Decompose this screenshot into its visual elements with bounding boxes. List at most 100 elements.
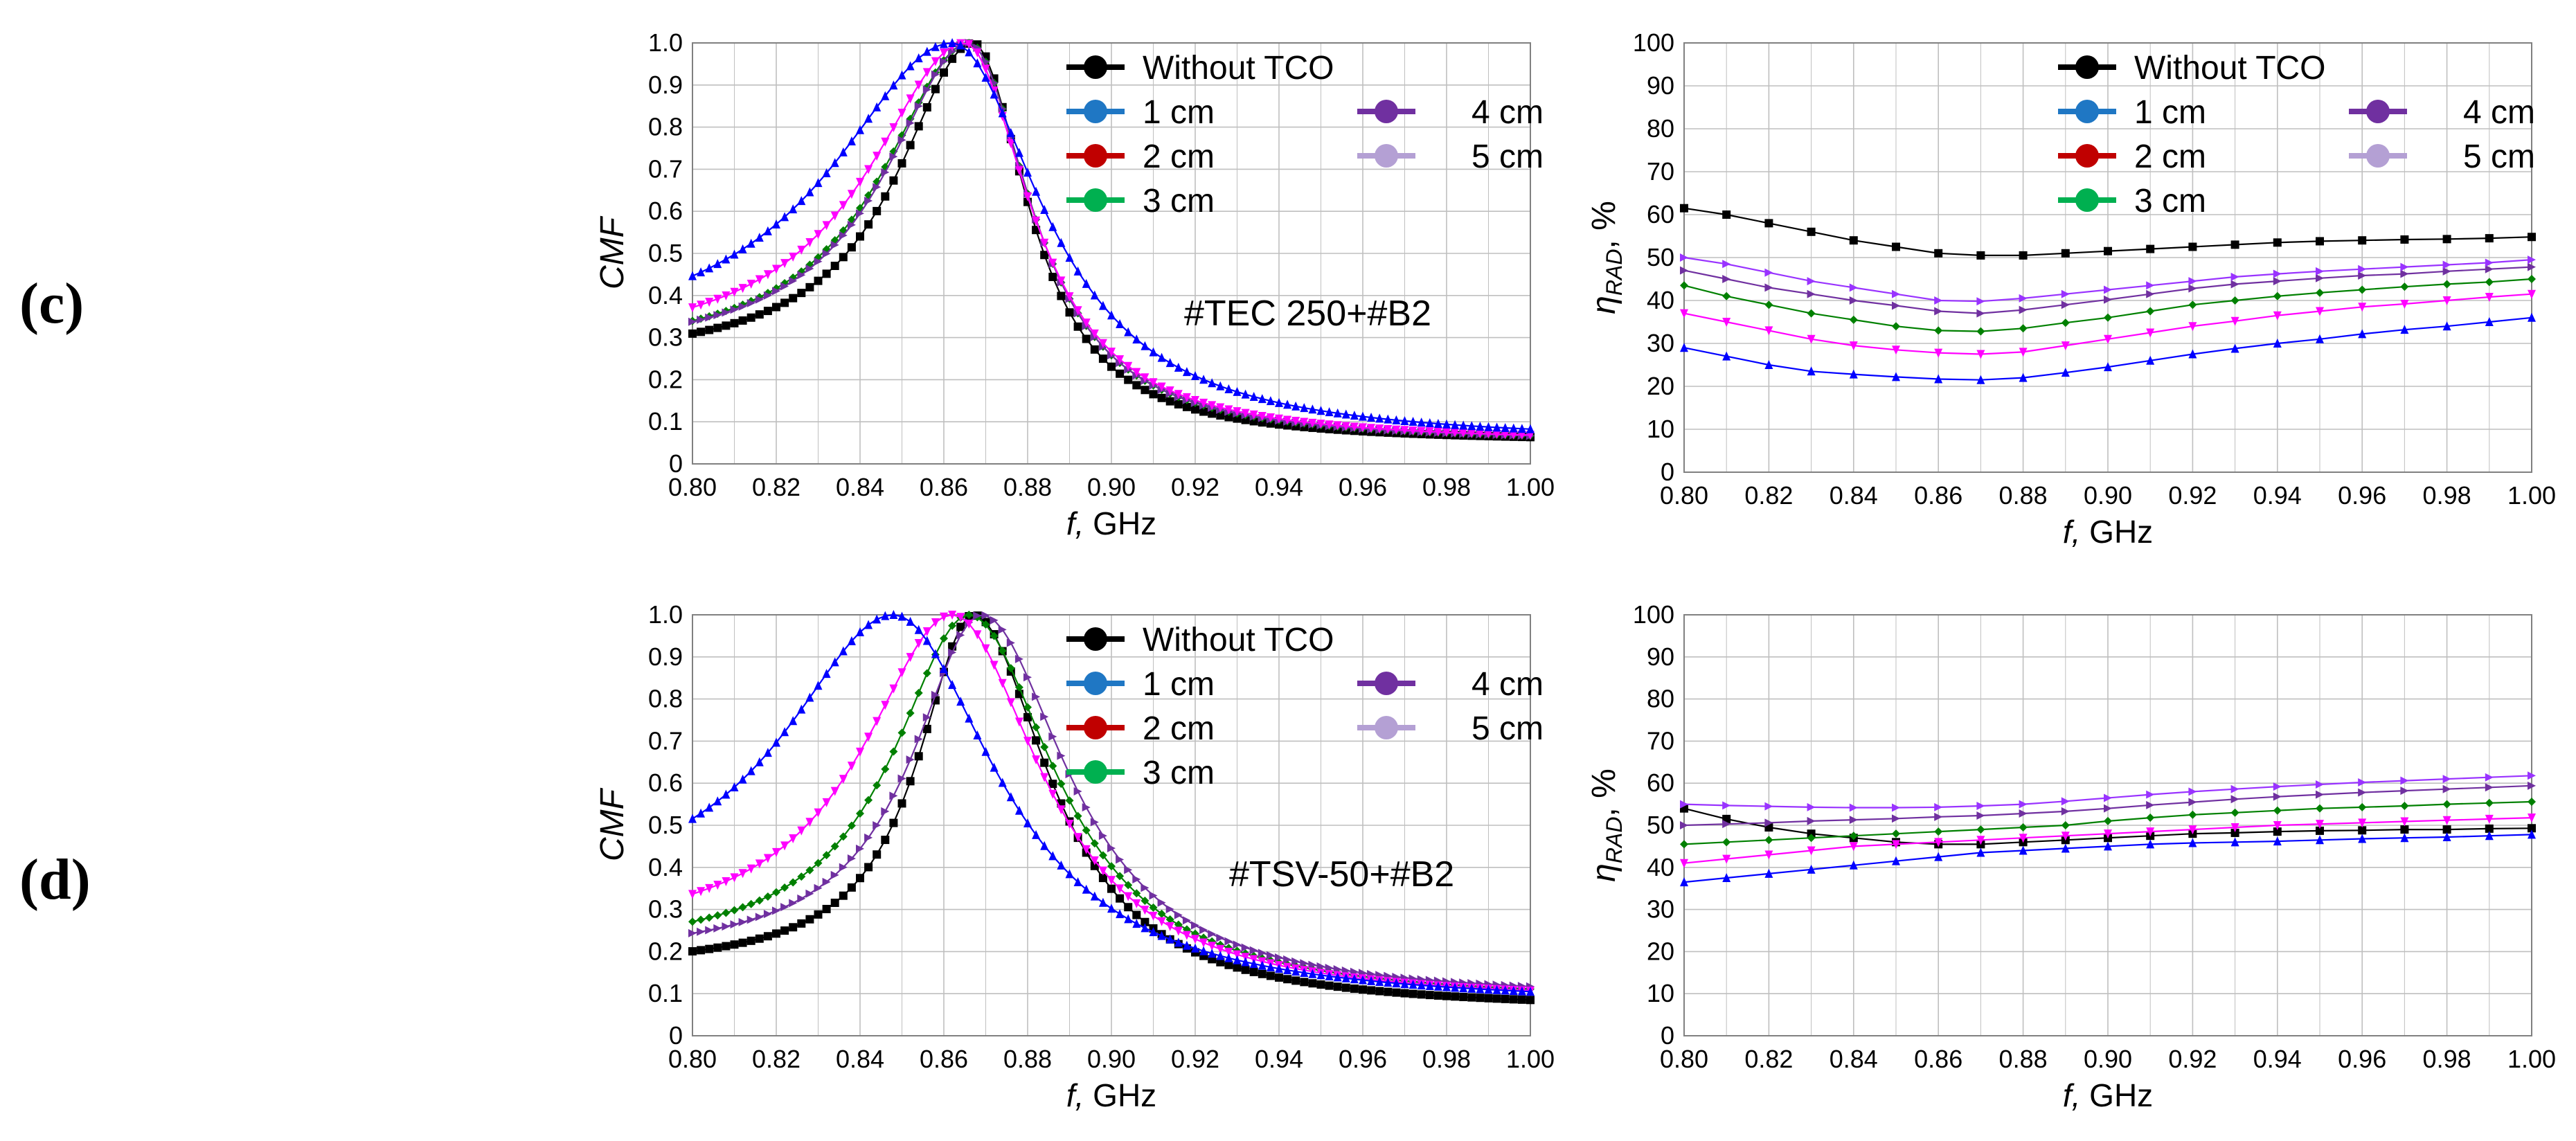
data-point — [697, 315, 706, 324]
data-point — [1722, 801, 1731, 810]
y-tick-label: 30 — [1647, 895, 1674, 924]
data-point — [1165, 922, 1174, 931]
data-point — [2019, 845, 2028, 855]
chart-annotation: #TEC 250+#B2 — [1184, 294, 1431, 334]
data-point — [1057, 237, 1066, 247]
data-point — [990, 661, 999, 670]
data-point — [2400, 776, 2409, 785]
data-point — [1849, 315, 1858, 324]
data-point — [746, 766, 755, 775]
data-point — [1408, 989, 1417, 998]
data-point — [998, 625, 1007, 634]
x-axis-label: f, GHz — [1066, 505, 1156, 541]
data-point — [789, 834, 798, 844]
data-point — [2528, 262, 2536, 271]
data-point — [1722, 260, 1731, 269]
data-point — [814, 808, 823, 818]
data-point — [2188, 825, 2197, 835]
data-point — [1484, 985, 1493, 994]
data-point — [2104, 841, 2112, 851]
data-point — [1807, 227, 1816, 236]
data-point — [973, 611, 982, 620]
data-point — [2273, 339, 2282, 348]
data-point — [2019, 305, 2028, 314]
data-point — [1451, 428, 1460, 438]
data-point — [763, 226, 772, 235]
data-point — [1040, 251, 1049, 260]
data-point — [1124, 361, 1133, 371]
data-point — [881, 168, 890, 177]
data-point — [2061, 318, 2070, 327]
data-point — [722, 291, 731, 300]
data-point — [2400, 299, 2409, 309]
legend-label: 3 cm — [2134, 183, 2206, 219]
data-point — [1375, 424, 1384, 434]
data-point — [931, 57, 940, 66]
data-point — [1807, 289, 1816, 298]
data-point — [864, 863, 873, 872]
data-point — [814, 859, 823, 868]
data-point — [2485, 317, 2494, 326]
data-point — [1141, 923, 1150, 933]
data-point — [2442, 235, 2451, 244]
data-point — [705, 926, 714, 935]
x-tick-label: 0.80 — [668, 473, 717, 501]
data-point — [1451, 992, 1460, 1001]
data-point — [881, 807, 890, 816]
data-point — [763, 270, 772, 280]
data-point — [1082, 803, 1091, 812]
series-1-cm — [688, 610, 1535, 996]
data-point — [965, 713, 974, 723]
data-point — [1849, 803, 1858, 812]
data-point — [856, 844, 864, 853]
data-point — [1073, 877, 1082, 886]
data-point — [1807, 277, 1816, 286]
data-point — [722, 321, 731, 330]
data-point — [1308, 418, 1317, 428]
data-point — [1359, 975, 1367, 985]
data-point — [889, 610, 898, 619]
data-point — [847, 762, 856, 771]
data-point — [1892, 856, 1900, 865]
data-point — [1484, 994, 1493, 1003]
data-point — [2230, 280, 2239, 289]
data-point — [906, 653, 915, 663]
data-point — [1107, 362, 1116, 371]
data-point — [805, 282, 814, 291]
data-point — [2442, 260, 2451, 269]
data-point — [1333, 421, 1342, 431]
data-point — [1807, 864, 1816, 874]
data-point — [697, 327, 706, 336]
data-point — [897, 774, 906, 783]
data-point — [1057, 860, 1066, 870]
data-point — [780, 926, 789, 935]
data-point — [873, 152, 882, 161]
data-point — [1467, 421, 1476, 431]
y-tick-label: 0.4 — [648, 281, 683, 309]
data-point — [2358, 788, 2367, 797]
data-point — [2528, 797, 2536, 806]
data-point — [1182, 393, 1191, 402]
data-point — [873, 183, 882, 192]
data-point — [2061, 341, 2070, 351]
data-point — [1384, 424, 1393, 434]
x-tick-label: 1.00 — [2507, 481, 2556, 510]
data-point — [1341, 409, 1350, 419]
data-point — [1241, 965, 1250, 974]
data-point — [2358, 802, 2367, 811]
data-point — [1090, 345, 1099, 354]
data-point — [789, 252, 798, 262]
data-point — [1892, 322, 1900, 331]
legend-swatch-marker — [1084, 188, 1107, 212]
data-point — [730, 906, 739, 915]
data-point — [1032, 829, 1041, 839]
x-tick-label: 0.82 — [1744, 481, 1793, 510]
data-point — [2485, 278, 2494, 287]
data-point — [1107, 884, 1116, 893]
data-point — [1392, 978, 1401, 988]
data-point — [1308, 404, 1317, 414]
data-point — [705, 263, 714, 273]
data-point — [914, 639, 923, 649]
data-point — [797, 289, 806, 298]
data-point — [1807, 334, 1816, 344]
